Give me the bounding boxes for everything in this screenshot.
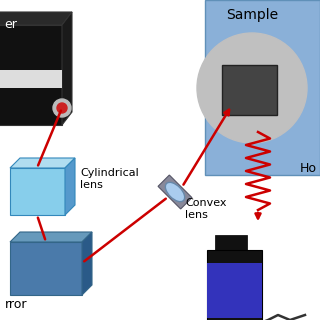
Polygon shape	[62, 12, 72, 125]
Text: rror: rror	[5, 298, 28, 311]
Bar	[207, 250, 262, 320]
Polygon shape	[158, 175, 192, 209]
Polygon shape	[10, 158, 75, 168]
Text: Ho: Ho	[300, 162, 317, 175]
Circle shape	[53, 99, 71, 117]
Text: Convex
lens: Convex lens	[185, 198, 227, 220]
Circle shape	[57, 103, 67, 113]
Circle shape	[197, 33, 307, 143]
Polygon shape	[65, 158, 75, 215]
Polygon shape	[0, 12, 72, 25]
Text: Cylindrical
lens: Cylindrical lens	[80, 168, 139, 189]
Bar	[215, 235, 247, 251]
Bar	[222, 65, 277, 115]
Bar	[207, 263, 262, 318]
Polygon shape	[10, 168, 65, 215]
Polygon shape	[10, 242, 82, 295]
Text: Sample: Sample	[226, 8, 278, 22]
Text: er: er	[4, 18, 17, 31]
Bar	[0, 70, 62, 88]
Bar	[205, 0, 320, 175]
Polygon shape	[82, 232, 92, 295]
Ellipse shape	[165, 182, 185, 202]
Polygon shape	[0, 25, 62, 125]
Polygon shape	[10, 232, 92, 242]
